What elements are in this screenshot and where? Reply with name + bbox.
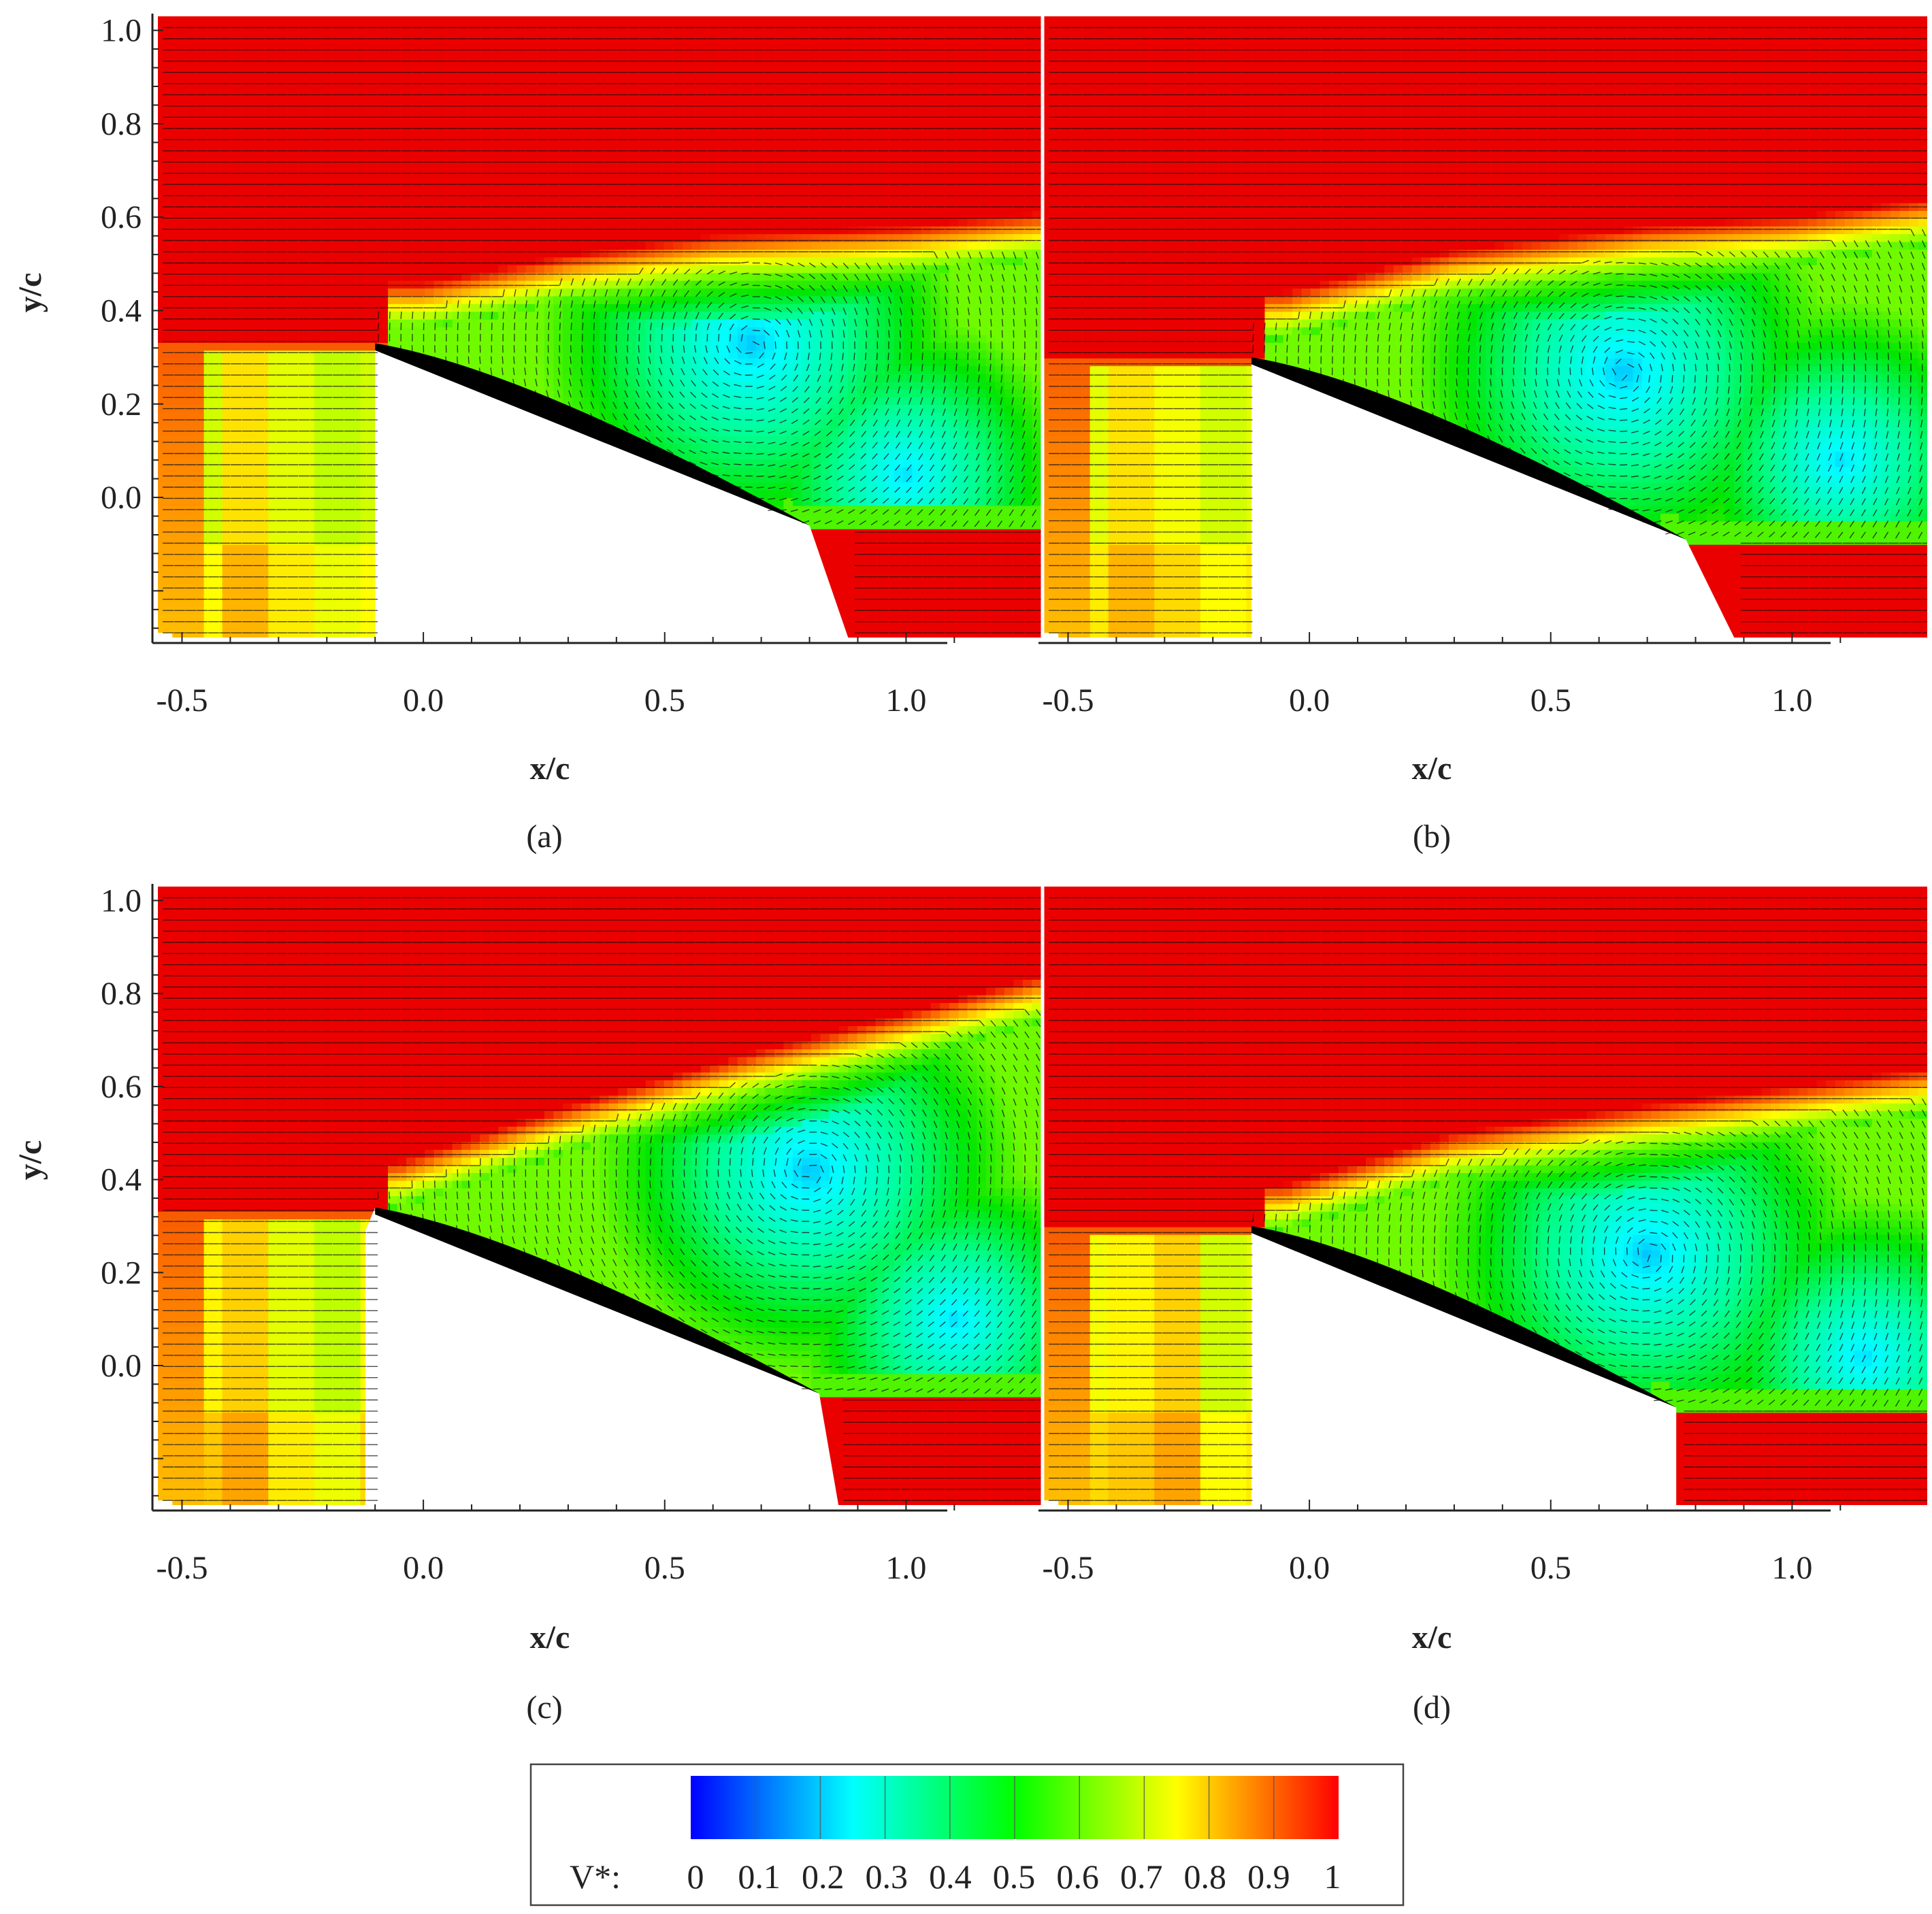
colorbar-label: V*: bbox=[570, 1858, 621, 1896]
panel-d-caption: (d) bbox=[1413, 1689, 1451, 1726]
panel-b-vectors bbox=[1049, 27, 1927, 633]
panel-a-ytick-label: 1.0 bbox=[101, 13, 142, 49]
colorbar-tick-label: 0.4 bbox=[929, 1858, 972, 1896]
panel-d-xtick-label: -0.5 bbox=[1042, 1550, 1094, 1586]
panel-b-laser-shadow bbox=[1251, 357, 1735, 638]
panel-c-xtick-label: -0.5 bbox=[156, 1550, 208, 1586]
panel-c-xtick-label: 0.0 bbox=[403, 1550, 444, 1586]
panel-a-xtick-label: 1.0 bbox=[885, 682, 926, 719]
colorbar-tick-label: 0.3 bbox=[866, 1858, 908, 1896]
colorbar-tick-label: 0.6 bbox=[1056, 1858, 1099, 1896]
panel-a-caption: (a) bbox=[526, 819, 562, 855]
panel-d-xtick-label: 0.5 bbox=[1530, 1550, 1571, 1586]
panel-b-plot-area: -0.5 0.0 0.5 1.0 bbox=[1038, 16, 1927, 719]
panel-b-xtick-label: 1.0 bbox=[1771, 682, 1812, 719]
panel-a-velocity-field bbox=[158, 16, 1041, 638]
panel-a-xlabel: x/c bbox=[530, 750, 570, 787]
panel-c-ytick-label: 1.0 bbox=[101, 883, 142, 919]
panel-a-xtick-label: -0.5 bbox=[156, 682, 208, 719]
panel-c-vectors bbox=[163, 897, 1041, 1501]
panel-d: -0.5 0.0 0.5 1.0 x/c (d) bbox=[1038, 887, 1927, 1726]
panel-c-xtick-label: 0.5 bbox=[644, 1550, 685, 1586]
panel-c-velocity-field bbox=[158, 887, 1041, 1505]
panel-a-ytick-label: 0.4 bbox=[101, 293, 142, 329]
panel-c-ytick-label: 0.4 bbox=[101, 1162, 142, 1198]
panel-b-xlabel: x/c bbox=[1412, 750, 1452, 787]
panel-a-xtick-label: 0.5 bbox=[644, 682, 685, 719]
panel-b-airfoil bbox=[1251, 357, 1686, 540]
colorbar-tick-label: 0.7 bbox=[1120, 1858, 1163, 1896]
colorbar-tick-label: 0 bbox=[687, 1858, 704, 1896]
panel-c-plot-area: -0.5 0.0 0.5 1.0 0.0 0.2 0.4 0.6 0.8 1.0 bbox=[101, 883, 1041, 1586]
colorbar-tick-label: 1 bbox=[1324, 1858, 1341, 1896]
panel-a-plot-area: -0.5 0.0 0.5 1.0 0.0 0.2 0.4 0.6 0.8 1.0 bbox=[101, 13, 1041, 719]
panel-d-xlabel: x/c bbox=[1412, 1619, 1452, 1655]
colorbar-tick-label: 0.9 bbox=[1247, 1858, 1290, 1896]
panel-c-xlabel: x/c bbox=[530, 1619, 570, 1655]
colorbar-tick-label: 0.1 bbox=[738, 1858, 781, 1896]
colorbar: V*: 0 0.1 0.2 0.3 0.4 0.5 0.6 0.7 0.8 0.9 1 bbox=[529, 1763, 1405, 1907]
panel-c-ytick-label: 0.6 bbox=[101, 1069, 142, 1105]
panel-c-caption: (c) bbox=[526, 1689, 562, 1726]
panel-a-ylabel: y/c bbox=[12, 273, 48, 313]
panel-b-xtick-label: 0.0 bbox=[1289, 682, 1330, 719]
panel-c-airfoil bbox=[375, 1207, 819, 1393]
panel-c: -0.5 0.0 0.5 1.00.00.20.40.60.81.0 x/c y/c … bbox=[12, 883, 1041, 1726]
panel-c-ytick-label: 0.2 bbox=[101, 1255, 142, 1291]
panel-d-vectors bbox=[1049, 897, 1927, 1501]
panel-d-plot-area: -0.5 0.0 0.5 1.0 bbox=[1038, 887, 1927, 1586]
colorbar-tick-labels: 0 0.1 0.2 0.3 0.4 0.5 0.6 0.7 0.8 0.9 1 bbox=[687, 1858, 1341, 1896]
panel-d-airfoil bbox=[1251, 1225, 1677, 1408]
panel-a-ytick-label: 0.0 bbox=[101, 480, 142, 516]
panel-c-xtick-label: 1.0 bbox=[885, 1550, 926, 1586]
panel-d-xtick-label: 0.0 bbox=[1289, 1550, 1330, 1586]
panel-b-xtick-label: -0.5 bbox=[1042, 682, 1094, 719]
panel-b-caption: (b) bbox=[1413, 819, 1451, 855]
colorbar-tick-label: 0.8 bbox=[1184, 1858, 1227, 1896]
colorbar-dividers bbox=[755, 1776, 1275, 1839]
colorbar-tick-label: 0.2 bbox=[802, 1858, 845, 1896]
panel-d-velocity-field bbox=[1044, 887, 1927, 1505]
panel-a-xtick-label: 0.0 bbox=[403, 682, 444, 719]
panel-a-vectors bbox=[163, 27, 1041, 633]
panel-c-ylabel: y/c bbox=[12, 1140, 48, 1181]
panel-d-xtick-label: 1.0 bbox=[1771, 1550, 1812, 1586]
panel-b-xtick-label: 0.5 bbox=[1530, 682, 1571, 719]
panel-c-ytick-label: 0.0 bbox=[101, 1348, 142, 1384]
panel-c-ytick-label: 0.8 bbox=[101, 976, 142, 1012]
panel-a-ytick-label: 0.8 bbox=[101, 106, 142, 142]
panel-c-laser-shadow bbox=[365, 1207, 839, 1505]
panel-a-ytick-label: 0.6 bbox=[101, 199, 142, 235]
panel-d-laser-shadow bbox=[1251, 1225, 1677, 1505]
panel-b-velocity-field bbox=[1044, 16, 1927, 638]
panel-a-airfoil bbox=[375, 343, 810, 526]
panel-a: -0.5 0.0 0.5 1.00.00.20.40.60.81.0 x/c y/c … bbox=[12, 13, 1041, 855]
panel-b: -0.5 0.0 0.5 1.0 x/c (b) bbox=[1038, 16, 1927, 855]
panel-a-ytick-label: 0.2 bbox=[101, 386, 142, 423]
colorbar-tick-label: 0.5 bbox=[993, 1858, 1036, 1896]
panel-a-laser-shadow bbox=[375, 343, 849, 638]
